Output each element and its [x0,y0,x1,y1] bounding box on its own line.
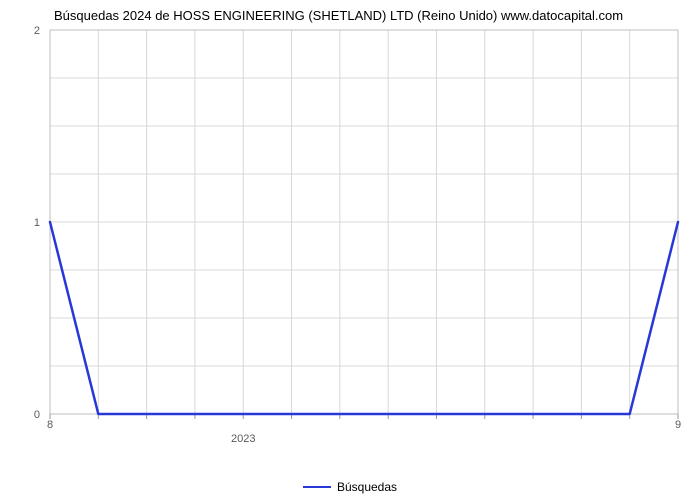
plot-area: 012892023 [44,28,684,448]
chart-title: Búsquedas 2024 de HOSS ENGINEERING (SHET… [54,8,623,23]
legend-line [303,486,331,488]
chart-container: Búsquedas 2024 de HOSS ENGINEERING (SHET… [4,4,696,496]
svg-text:9: 9 [675,419,681,431]
svg-text:0: 0 [34,409,40,421]
chart-svg: 012892023 [44,28,684,448]
svg-text:2023: 2023 [231,433,255,445]
svg-text:2: 2 [34,25,40,37]
legend: Búsquedas [303,480,397,494]
svg-text:1: 1 [34,217,40,229]
legend-label: Búsquedas [337,480,397,494]
svg-text:8: 8 [47,419,53,431]
